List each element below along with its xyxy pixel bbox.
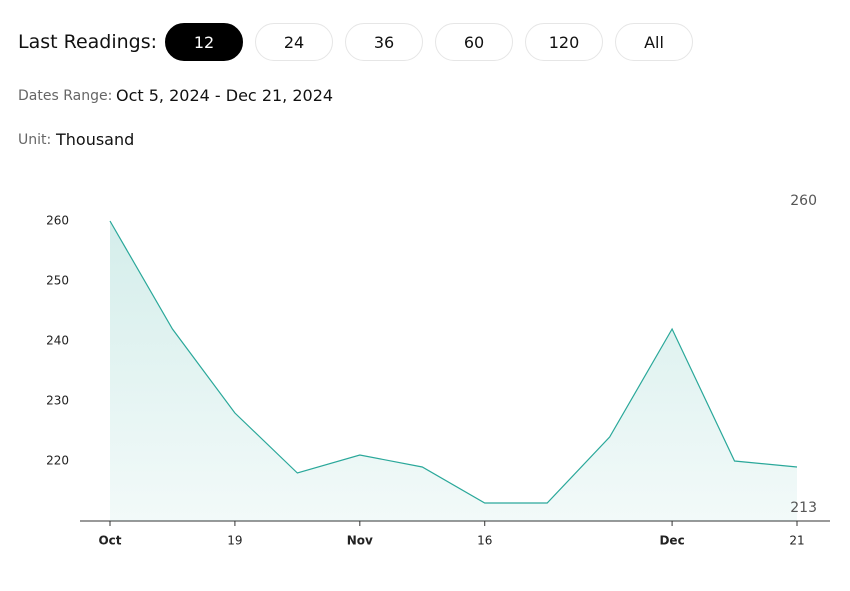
readings-button[interactable]: 120	[525, 23, 603, 61]
readings-button[interactable]: 60	[435, 23, 513, 61]
unit-label: Unit:	[18, 132, 52, 148]
x-tick-label: Dec	[659, 534, 684, 548]
x-tick-label: Nov	[347, 534, 373, 548]
x-tick-label: 19	[227, 534, 242, 548]
readings-button[interactable]: All	[615, 23, 693, 61]
y-tick-label: 220	[46, 454, 69, 468]
x-tick-label: 16	[477, 534, 492, 548]
x-tick-label: 21	[789, 534, 804, 548]
y-tick-label: 260	[46, 214, 69, 228]
y-tick-label: 230	[46, 394, 69, 408]
unit-value: Thousand	[56, 130, 135, 149]
readings-button[interactable]: 12	[165, 23, 243, 61]
max-label: 260	[790, 193, 817, 209]
line	[109, 220, 798, 504]
min-label: 213	[790, 500, 817, 516]
y-tick-label: 250	[46, 274, 69, 288]
y-tick-label: 240	[46, 334, 69, 348]
dates-label: Dates Range:	[18, 88, 113, 104]
readings-button[interactable]: 36	[345, 23, 423, 61]
readings-label: Last Readings:	[18, 31, 158, 53]
x-tick-label: Oct	[98, 534, 121, 548]
readings-button[interactable]: 24	[255, 23, 333, 61]
dates-value: Oct 5, 2024 - Dec 21, 2024	[116, 86, 334, 105]
area	[110, 221, 797, 521]
